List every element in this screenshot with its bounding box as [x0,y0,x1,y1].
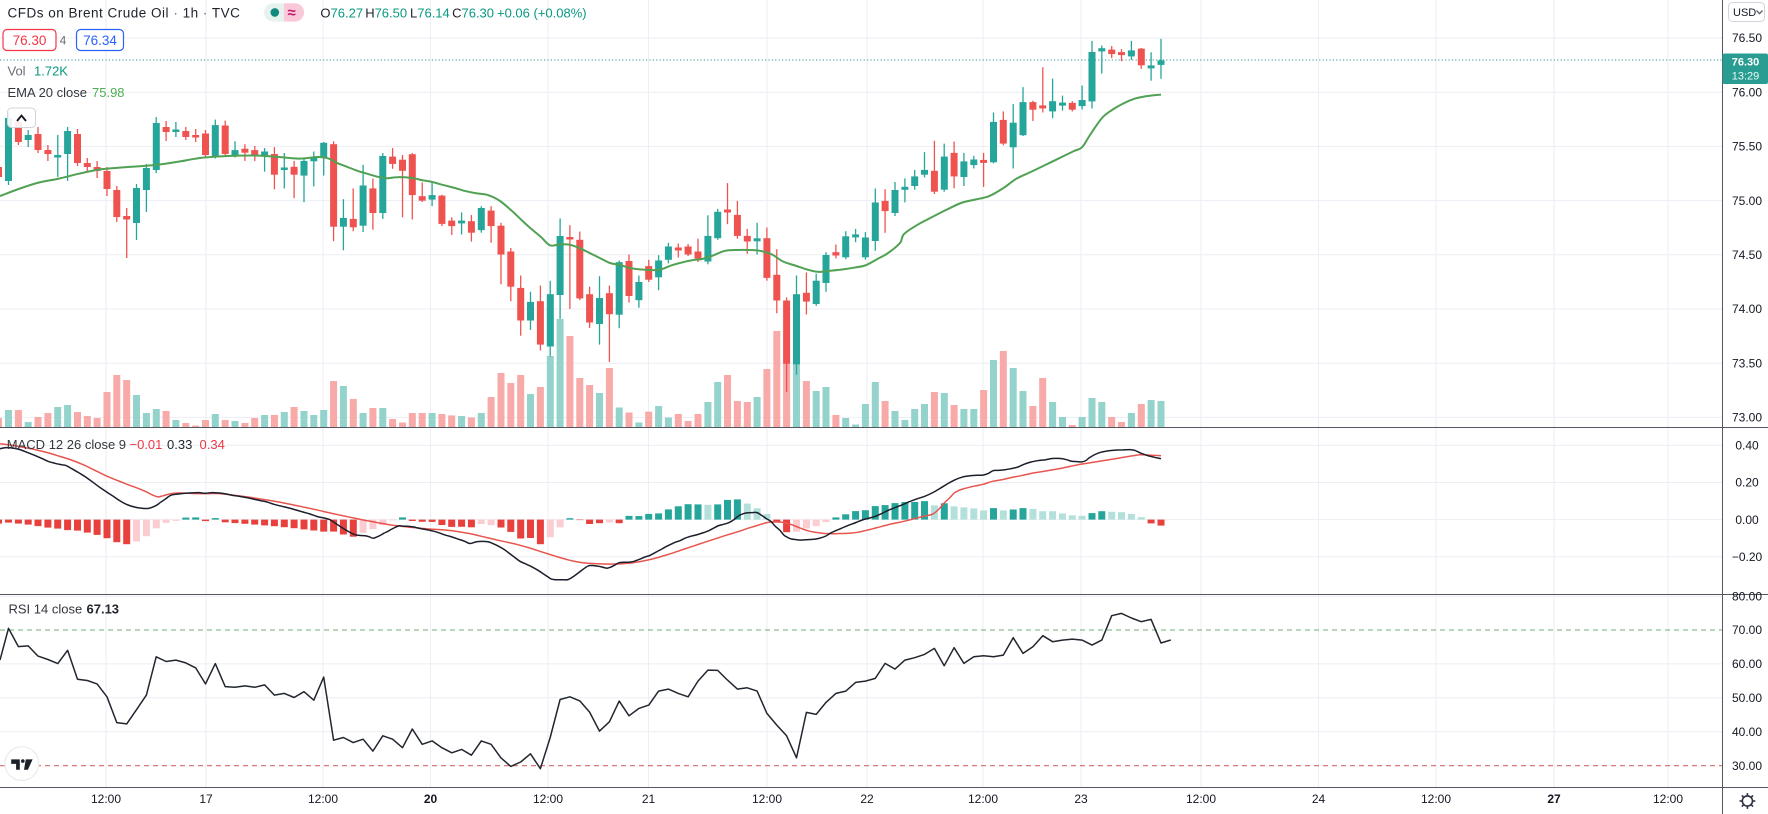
svg-text:21: 21 [642,792,656,806]
svg-text:70.00: 70.00 [1732,623,1762,637]
svg-text:EMA 20 close: EMA 20 close [8,85,88,100]
svg-text:CFDs on Brent Crude Oil · 1h ·: CFDs on Brent Crude Oil · 1h · TVC [8,6,241,21]
svg-text:76.50: 76.50 [1732,31,1762,45]
svg-text:12:00: 12:00 [1421,792,1451,806]
svg-text:12:00: 12:00 [1186,792,1216,806]
svg-text:RSI 14 close: RSI 14 close [9,602,83,617]
svg-text:Vol: Vol [8,64,26,79]
svg-text:80.00: 80.00 [1732,589,1762,603]
svg-text:76.30: 76.30 [1732,57,1760,69]
svg-text:20: 20 [424,792,438,806]
svg-text:12:00: 12:00 [968,792,998,806]
svg-text:12:00: 12:00 [533,792,563,806]
svg-text:22: 22 [860,792,874,806]
svg-text:O76.27: O76.27 [320,6,363,21]
svg-text:12:00: 12:00 [91,792,121,806]
svg-text:76.30: 76.30 [13,33,47,48]
svg-text:73.00: 73.00 [1732,411,1762,425]
svg-text:12:00: 12:00 [308,792,338,806]
svg-text:50.00: 50.00 [1732,691,1762,705]
svg-text:67.13: 67.13 [87,602,120,617]
svg-text:17: 17 [199,792,213,806]
svg-text:74.50: 74.50 [1732,248,1762,262]
svg-text:74.00: 74.00 [1732,302,1762,316]
svg-text:L76.14: L76.14 [410,6,450,21]
svg-text:USD: USD [1733,7,1756,19]
svg-text:0.34: 0.34 [200,437,225,452]
svg-text:≈: ≈ [288,5,296,22]
svg-text:13:29: 13:29 [1732,71,1760,83]
svg-text:0.20: 0.20 [1735,476,1759,490]
svg-text:12:00: 12:00 [1653,792,1683,806]
svg-text:76.00: 76.00 [1732,85,1762,99]
svg-text:60.00: 60.00 [1732,657,1762,671]
svg-text:−0.20: −0.20 [1732,550,1763,564]
svg-text:0.00: 0.00 [1735,513,1759,527]
svg-text:75.50: 75.50 [1732,140,1762,154]
svg-text:1.72K: 1.72K [34,64,68,79]
svg-text:76.34: 76.34 [83,33,117,48]
svg-text:75.98: 75.98 [92,85,125,100]
svg-text:75.00: 75.00 [1732,194,1762,208]
svg-text:MACD 12 26 close 9: MACD 12 26 close 9 [7,437,126,452]
svg-text:24: 24 [1312,792,1326,806]
svg-text:27: 27 [1547,792,1561,806]
svg-text:C76.30: C76.30 [452,6,494,21]
svg-text:30.00: 30.00 [1732,759,1762,773]
svg-text:0.40: 0.40 [1735,439,1759,453]
svg-text:73.50: 73.50 [1732,356,1762,370]
svg-text:12:00: 12:00 [752,792,782,806]
svg-text:4: 4 [60,34,67,48]
svg-text:H76.50: H76.50 [365,6,407,21]
svg-text:+0.06 (+0.08%): +0.06 (+0.08%) [497,6,587,21]
svg-text:−0.01: −0.01 [130,437,163,452]
svg-text:23: 23 [1074,792,1088,806]
svg-text:40.00: 40.00 [1732,725,1762,739]
svg-text:0.33: 0.33 [167,437,192,452]
